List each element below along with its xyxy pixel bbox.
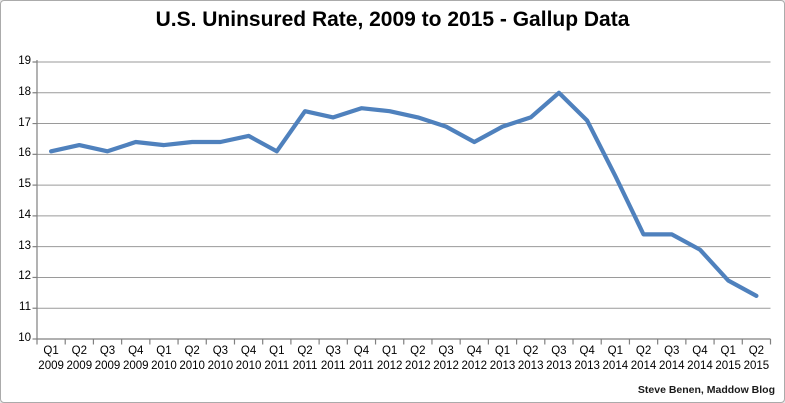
x-tick-quarter: Q2 (748, 345, 765, 357)
x-tick-label: Q2 2011 (290, 344, 320, 373)
x-tick-label: Q3 2009 (93, 344, 123, 373)
y-tick-label: 18 (18, 85, 31, 98)
x-tick-label: Q4 2012 (459, 344, 489, 373)
x-tick-quarter: Q4 (353, 345, 370, 357)
y-tick-label: 16 (18, 147, 31, 160)
x-tick-label: Q1 2015 (713, 344, 743, 373)
x-tick-label: Q1 2013 (487, 344, 517, 373)
x-tick-year: 2013 (517, 359, 544, 372)
x-tick-year: 2011 (264, 359, 290, 372)
y-tick-label: 15 (18, 178, 31, 191)
x-tick-quarter: Q1 (607, 345, 623, 357)
x-tick-year: 2010 (235, 359, 262, 372)
x-tick-quarter: Q3 (99, 345, 116, 357)
y-tick-label: 12 (18, 270, 31, 283)
x-tick-label: Q2 2015 (741, 344, 771, 373)
x-tick-label: Q4 2011 (346, 344, 376, 373)
x-tick-quarter: Q4 (466, 345, 482, 357)
x-tick-quarter: Q1 (494, 345, 511, 357)
x-tick-quarter: Q4 (579, 345, 595, 357)
y-tick-label: 19 (18, 55, 31, 67)
x-tick-quarter: Q3 (438, 345, 454, 357)
credit-text: Steve Benen, Maddow Blog (637, 384, 775, 396)
x-tick-year: 2012 (461, 359, 488, 372)
x-tick-year: 2009 (38, 359, 64, 372)
x-tick-label: Q2 2009 (64, 344, 94, 373)
x-tick-year: 2014 (658, 359, 685, 372)
x-tick-year: 2010 (151, 359, 177, 372)
x-tick-year: 2010 (207, 359, 234, 372)
y-tick-label: 17 (18, 116, 31, 129)
x-tick-year: 2011 (349, 359, 374, 372)
x-tick-label: Q1 2009 (36, 344, 66, 373)
x-tick-quarter: Q2 (635, 345, 652, 357)
x-tick-quarter: Q2 (523, 345, 539, 357)
x-tick-label: Q2 2010 (177, 344, 207, 373)
x-tick-quarter: Q4 (240, 345, 257, 357)
x-tick-quarter: Q1 (720, 345, 736, 357)
x-tick-year: 2012 (405, 359, 431, 372)
x-tick-year: 2014 (630, 359, 657, 372)
x-tick-quarter: Q1 (381, 345, 398, 357)
x-tick-label: Q3 2012 (431, 344, 461, 373)
x-tick-quarter: Q3 (664, 345, 680, 357)
uninsured-rate-line (48, 90, 759, 298)
x-tick-quarter: Q2 (184, 345, 200, 357)
x-tick-year: 2013 (546, 359, 572, 372)
y-tick-label: 14 (18, 208, 31, 221)
x-tick-year: 2015 (743, 359, 770, 372)
x-tick-year: 2014 (687, 359, 713, 372)
x-tick-year: 2009 (94, 359, 121, 372)
x-tick-quarter: Q2 (410, 345, 426, 357)
x-tick-label: Q4 2010 (234, 344, 264, 373)
x-tick-quarter: Q3 (551, 345, 567, 357)
x-tick-label: Q2 2014 (629, 344, 659, 373)
x-tick-label: Q4 2013 (572, 344, 602, 373)
y-tick-label: 13 (18, 239, 31, 252)
chart-title: U.S. Uninsured Rate, 2009 to 2015 - Gall… (155, 8, 630, 31)
x-tick-year: 2013 (489, 359, 516, 372)
x-tick-label: Q1 2014 (600, 344, 630, 373)
x-tick-year: 2012 (376, 359, 403, 372)
x-tick-quarter: Q2 (297, 345, 313, 357)
x-tick-label: Q3 2014 (657, 344, 687, 373)
x-tick-label: Q3 2011 (318, 344, 348, 373)
x-tick-year: 2014 (602, 359, 629, 372)
x-tick-label: Q3 2010 (205, 344, 235, 373)
x-tick-quarter: Q1 (269, 345, 285, 357)
x-tick-label: Q3 2013 (544, 344, 574, 373)
y-tick-label: 11 (19, 301, 31, 314)
x-tick-quarter: Q4 (692, 345, 708, 357)
x-tick-year: 2013 (574, 359, 600, 372)
x-tick-quarter: Q1 (43, 345, 59, 357)
x-tick-label: Q2 2013 (516, 344, 546, 373)
x-tick-label: Q1 2010 (149, 344, 179, 373)
x-tick-quarter: Q3 (325, 345, 341, 357)
y-tick-label: 10 (18, 332, 31, 344)
x-tick-year: 2015 (715, 359, 741, 372)
x-tick-quarter: Q4 (128, 345, 144, 357)
x-tick-year: 2011 (292, 359, 318, 372)
x-tick-quarter: Q3 (212, 345, 229, 357)
x-tick-quarter: Q1 (156, 345, 172, 357)
x-tick-label: Q4 2009 (121, 344, 151, 373)
x-tick-year: 2012 (433, 359, 459, 372)
x-tick-label: Q1 2011 (262, 344, 292, 373)
x-tick-label: Q1 2012 (375, 344, 405, 373)
x-tick-quarter: Q2 (71, 345, 87, 357)
x-tick-label: Q4 2014 (685, 344, 715, 373)
x-tick-year: 2010 (179, 359, 205, 372)
x-tick-year: 2011 (320, 359, 346, 372)
x-tick-year: 2009 (122, 359, 149, 372)
x-tick-year: 2009 (66, 359, 93, 372)
x-tick-label: Q2 2012 (403, 344, 433, 373)
